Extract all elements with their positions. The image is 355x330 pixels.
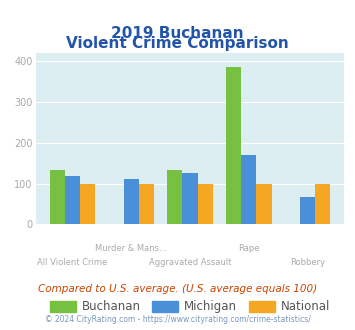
- Bar: [167, 170, 182, 224]
- Text: Aggravated Assault: Aggravated Assault: [149, 258, 231, 267]
- Bar: [182, 173, 198, 224]
- Bar: [256, 183, 272, 224]
- Bar: [198, 183, 213, 224]
- Bar: [80, 183, 95, 224]
- Text: Murder & Mans...: Murder & Mans...: [95, 244, 167, 253]
- Text: Rape: Rape: [238, 244, 260, 253]
- Text: Violent Crime Comparison: Violent Crime Comparison: [66, 36, 289, 51]
- Bar: [139, 183, 154, 224]
- Bar: [241, 155, 256, 224]
- Bar: [65, 176, 80, 224]
- Text: Compared to U.S. average. (U.S. average equals 100): Compared to U.S. average. (U.S. average …: [38, 284, 317, 294]
- Text: © 2024 CityRating.com - https://www.cityrating.com/crime-statistics/: © 2024 CityRating.com - https://www.city…: [45, 315, 310, 324]
- Bar: [315, 183, 330, 224]
- Bar: [124, 179, 139, 224]
- Text: 2019 Buchanan: 2019 Buchanan: [111, 26, 244, 41]
- Bar: [50, 170, 65, 224]
- Bar: [300, 197, 315, 224]
- Text: All Violent Crime: All Violent Crime: [37, 258, 108, 267]
- Legend: Buchanan, Michigan, National: Buchanan, Michigan, National: [45, 295, 335, 318]
- Bar: [226, 67, 241, 224]
- Text: Robbery: Robbery: [290, 258, 325, 267]
